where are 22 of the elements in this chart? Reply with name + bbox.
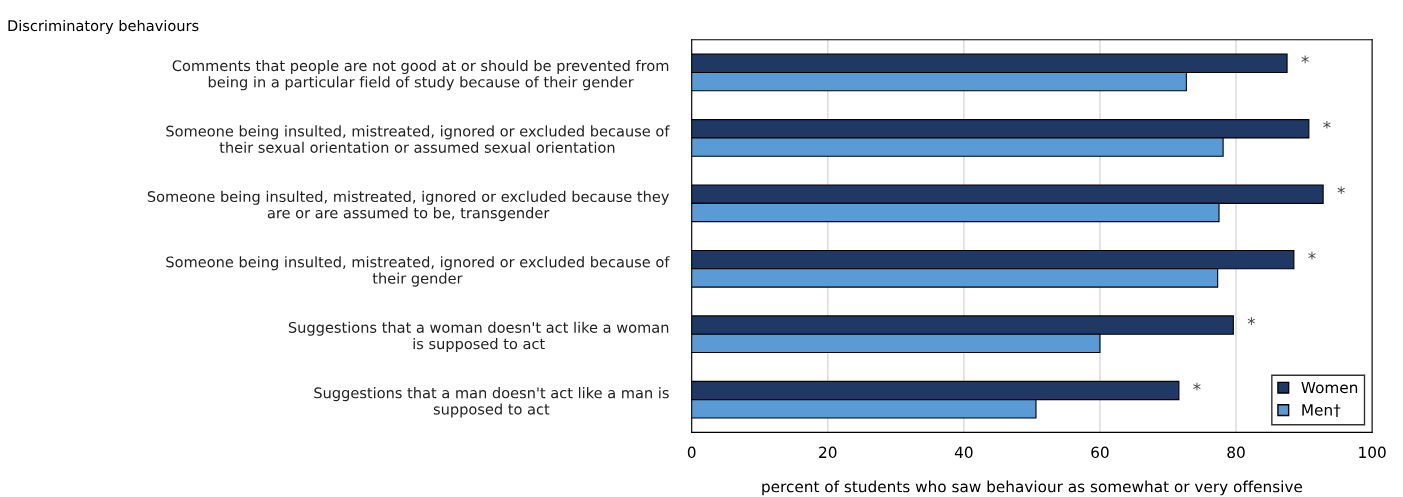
x-tick-label: 0 [687,446,696,459]
y-tick-label: Someone being insulted, mistreated, ignored or excluded because of their sexual orientation or assumed sexual orientation [166,125,670,153]
annotation: * [1301,55,1309,64]
x-tick-label: 100 [1359,446,1386,459]
x-tick-label: 80 [1227,446,1245,459]
annotation: * [1193,382,1201,391]
annotation: * [1308,251,1316,260]
y-tick-label: Suggestions that a man doesn't act like a man is supposed to act [314,387,669,418]
x-tick-label: 60 [1091,446,1109,459]
y-tick-label: Comments that people are not good at or should be prevented from being in a particular field of study because of their gender [172,59,669,91]
legend-label: Women [1301,381,1358,394]
y-tick-label: Suggestions that a woman doesn't act like a woman is supposed to act [288,321,669,353]
x-tick-label: 40 [954,446,973,459]
text: Discriminatory behaviours [8,19,199,34]
annotation: * [1247,317,1256,325]
annotation: * [1337,186,1345,195]
x-tick-label: 20 [819,446,837,459]
x-axis-title: percent of students who saw behaviour as somewhat or very offensive [762,480,1303,496]
legend-label: Men† [1302,404,1341,417]
y-tick-label: Someone being insulted, mistreated, ignored or excluded because of their gender [166,256,670,287]
annotation: * [1323,120,1331,129]
y-tick-label: Someone being insulted, mistreated, ignored or excluded because they are or are assumed to be, transgender [147,190,670,222]
